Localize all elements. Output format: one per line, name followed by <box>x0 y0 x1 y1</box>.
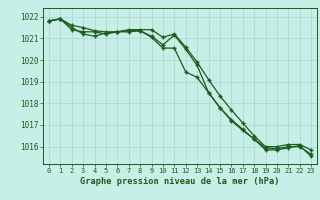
X-axis label: Graphe pression niveau de la mer (hPa): Graphe pression niveau de la mer (hPa) <box>80 177 280 186</box>
